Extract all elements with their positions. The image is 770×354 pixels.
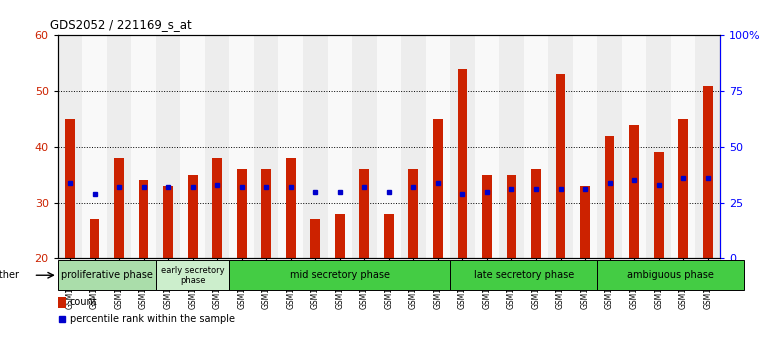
Bar	[598, 35, 622, 258]
Bar	[482, 175, 492, 258]
Bar	[580, 186, 590, 258]
Bar	[646, 35, 671, 258]
Bar	[695, 35, 720, 258]
Bar	[377, 35, 401, 258]
Bar	[327, 35, 352, 258]
Bar	[474, 35, 499, 258]
Bar	[156, 35, 180, 258]
Bar	[229, 35, 254, 258]
Bar	[310, 219, 320, 258]
Bar	[82, 35, 107, 258]
Text: mid secretory phase: mid secretory phase	[290, 270, 390, 280]
Text: GDS2052 / 221169_s_at: GDS2052 / 221169_s_at	[50, 18, 192, 31]
Bar	[279, 35, 303, 258]
Bar	[629, 125, 639, 258]
Bar	[450, 260, 598, 290]
Bar	[450, 35, 474, 258]
Bar	[671, 35, 695, 258]
Bar	[114, 158, 124, 258]
Bar	[58, 260, 156, 290]
Bar	[156, 260, 229, 290]
Text: early secretory
phase: early secretory phase	[161, 266, 225, 285]
Bar	[139, 180, 149, 258]
Bar	[598, 260, 745, 290]
Text: late secretory phase: late secretory phase	[474, 270, 574, 280]
Bar	[107, 35, 132, 258]
Bar	[433, 119, 443, 258]
Bar	[335, 214, 345, 258]
Bar	[622, 35, 646, 258]
Bar	[408, 169, 418, 258]
Text: ambiguous phase: ambiguous phase	[628, 270, 715, 280]
Bar	[205, 35, 229, 258]
Text: proliferative phase: proliferative phase	[61, 270, 152, 280]
Bar	[180, 35, 205, 258]
Bar	[548, 35, 573, 258]
Bar	[457, 69, 467, 258]
Bar	[524, 35, 548, 258]
Bar	[261, 169, 271, 258]
Bar	[163, 186, 173, 258]
Bar	[426, 35, 450, 258]
Bar	[499, 35, 524, 258]
Bar	[531, 169, 541, 258]
Bar	[401, 35, 426, 258]
Bar	[507, 175, 517, 258]
Bar	[213, 158, 222, 258]
Bar	[654, 153, 664, 258]
Bar	[89, 219, 99, 258]
Bar	[229, 260, 450, 290]
Bar	[58, 297, 66, 308]
Text: other: other	[0, 270, 19, 280]
Bar	[604, 136, 614, 258]
Text: count: count	[69, 297, 97, 307]
Bar	[703, 86, 712, 258]
Bar	[678, 119, 688, 258]
Bar	[188, 175, 198, 258]
Bar	[303, 35, 327, 258]
Bar	[254, 35, 279, 258]
Bar	[65, 119, 75, 258]
Bar	[352, 35, 377, 258]
Text: percentile rank within the sample: percentile rank within the sample	[69, 314, 235, 324]
Bar	[286, 158, 296, 258]
Bar	[556, 74, 565, 258]
Bar	[58, 35, 82, 258]
Bar	[132, 35, 156, 258]
Bar	[573, 35, 598, 258]
Bar	[237, 169, 246, 258]
Bar	[360, 169, 370, 258]
Bar	[384, 214, 393, 258]
